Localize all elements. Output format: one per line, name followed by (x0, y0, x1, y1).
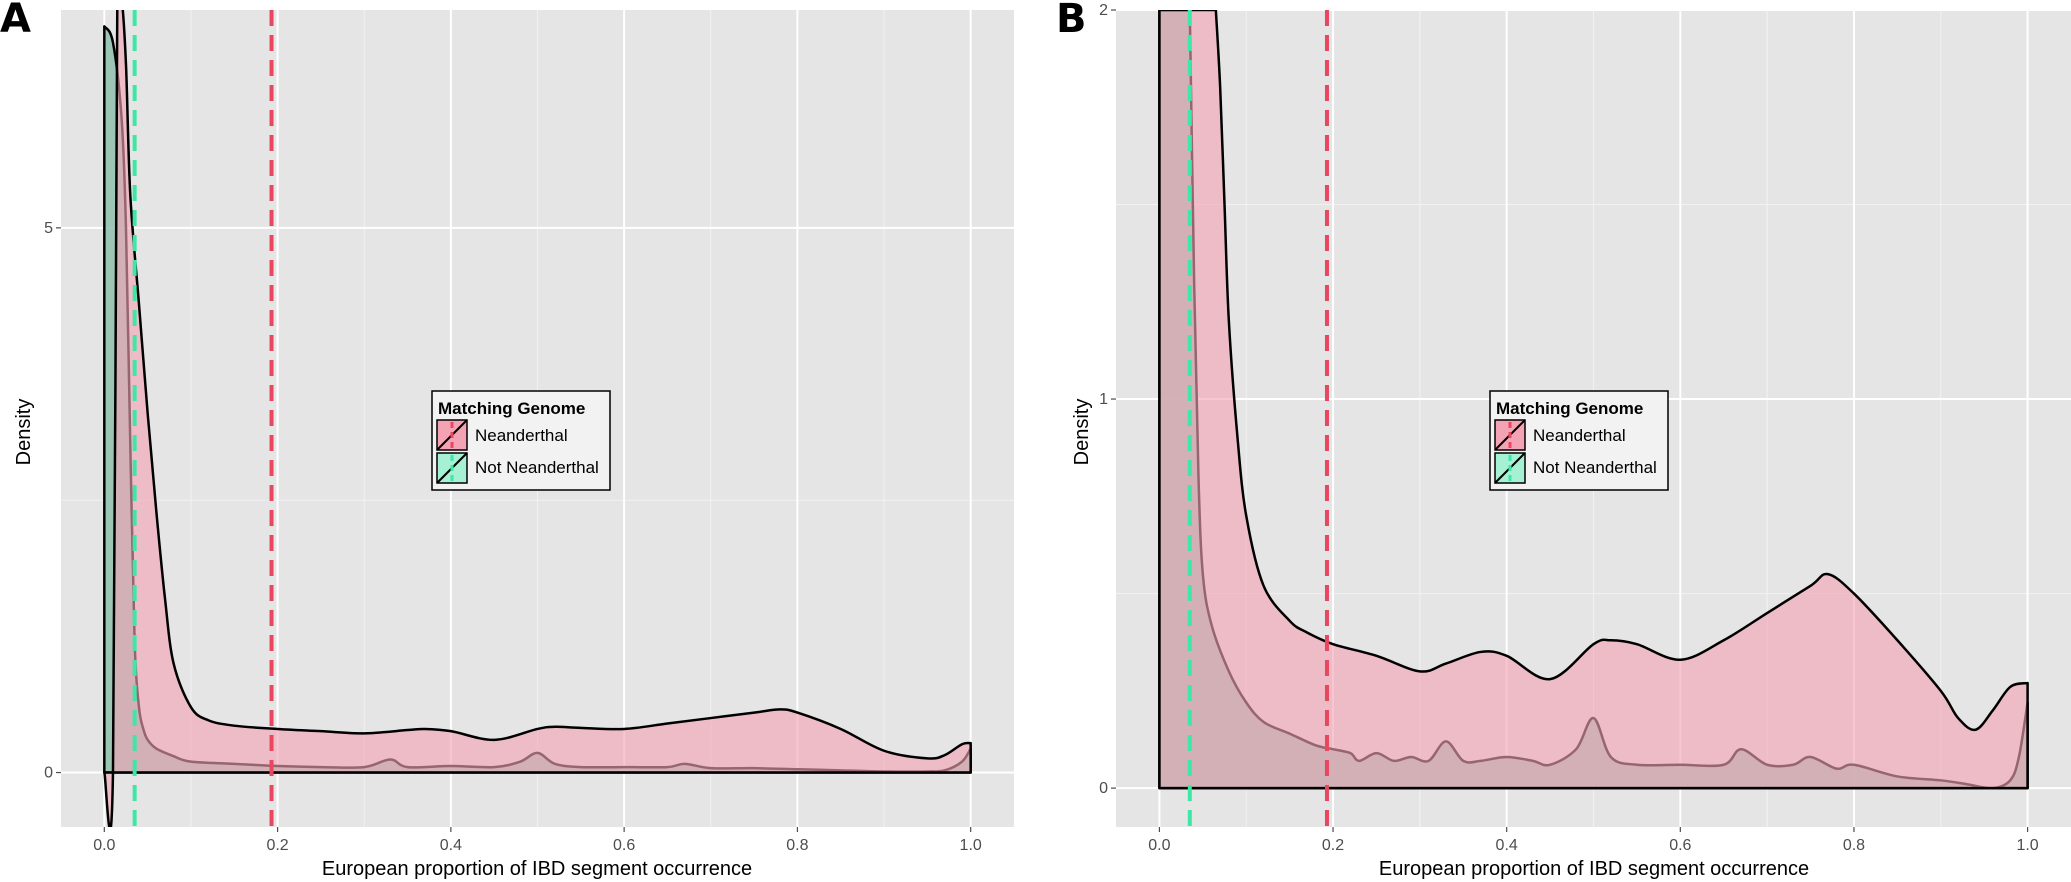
legend-key-neanderthal (1494, 419, 1526, 451)
axes: 0.0 0.2 0.4 0.6 0.8 1.0 0 5 (44, 220, 982, 854)
x-tick-label: 0.2 (266, 837, 288, 854)
x-tick-label: 0.2 (1322, 837, 1344, 854)
legend-label-not-neanderthal: Not Neanderthal (1533, 458, 1657, 477)
y-tick-label: 0 (1099, 780, 1108, 797)
x-tick-label: 0.6 (613, 837, 635, 854)
y-tick-label: 2 (1099, 2, 1108, 19)
legend-key-not-neanderthal (436, 452, 468, 484)
y-tick-label: 5 (44, 220, 53, 237)
panel-b: B 0.0 0.2 0.4 0.6 0.8 1.0 0 1 2 European proport… (1056, 0, 2071, 880)
panel-letter-b: B (1056, 0, 1087, 42)
axes: 0.0 0.2 0.4 0.6 0.8 1.0 0 1 2 (1099, 2, 2039, 854)
y-tick-label: 1 (1099, 391, 1108, 408)
x-tick-label: 0.4 (1496, 837, 1518, 854)
panel-a: A 0.0 0.2 0.4 0.6 0.8 1.0 0 5 European proporti… (0, 0, 1014, 880)
density-area-neanderthal (103, 10, 972, 827)
legend-label-neanderthal: Neanderthal (1533, 426, 1626, 445)
legend-label-neanderthal: Neanderthal (475, 426, 568, 445)
x-tick-label: 1.0 (2016, 837, 2038, 854)
x-tick-label: 0.8 (786, 837, 808, 854)
legend: Matching Genome Neanderthal Not Neandert… (1489, 390, 1669, 491)
x-tick-label: 0.8 (1843, 837, 1865, 854)
density-area-neanderthal (1158, 10, 2029, 790)
y-axis-title: Density (1071, 399, 1093, 466)
legend-title: Matching Genome (438, 399, 585, 418)
reference-lines (132, 10, 274, 827)
legend-key-not-neanderthal (1494, 452, 1526, 484)
x-tick-label: 0.6 (1669, 837, 1691, 854)
x-tick-label: 0.0 (93, 837, 115, 854)
reference-lines (1187, 10, 1329, 827)
legend-title: Matching Genome (1496, 399, 1643, 418)
y-axis-title: Density (13, 399, 35, 466)
legend: Matching Genome Neanderthal Not Neandert… (431, 390, 611, 491)
x-tick-label: 1.0 (960, 837, 982, 854)
panel-letter-a: A (0, 0, 31, 42)
x-tick-label: 0.4 (440, 837, 462, 854)
x-axis-title: European proportion of IBD segment occur… (1379, 858, 1809, 880)
legend-key-neanderthal (436, 419, 468, 451)
x-tick-label: 0.0 (1148, 837, 1170, 854)
legend-label-not-neanderthal: Not Neanderthal (475, 458, 599, 477)
x-axis-title: European proportion of IBD segment occur… (322, 858, 752, 880)
y-tick-label: 0 (44, 765, 53, 782)
